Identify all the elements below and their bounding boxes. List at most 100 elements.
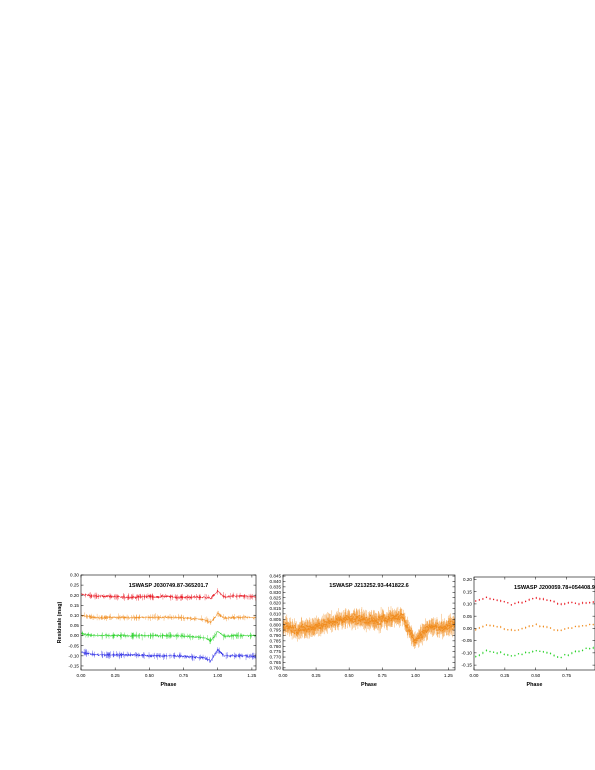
data-point [292, 625, 294, 627]
data-point [557, 603, 559, 605]
data-point [306, 629, 308, 631]
data-point [394, 616, 396, 618]
data-point [432, 625, 434, 627]
data-point [378, 617, 381, 619]
data-point [363, 622, 366, 624]
data-point [296, 631, 298, 633]
data-point [292, 626, 294, 628]
data-point [343, 618, 345, 620]
data-point [532, 650, 534, 653]
data-point [521, 628, 523, 630]
data-point [352, 618, 354, 620]
data-point [449, 621, 452, 623]
data-point [475, 629, 477, 631]
y-tick-label: 0.15 [70, 603, 79, 608]
data-point [303, 629, 305, 631]
data-point [361, 618, 364, 620]
x-tick-label: 0.00 [470, 673, 479, 678]
chart-panel-1: 0.00 0.25 0.50 0.75 1.00 1.25 -0.15 -0.10 -0.05 0… [57, 573, 257, 688]
data-point [384, 617, 386, 619]
data-point [553, 629, 555, 631]
y-axis-label: Residuals (mag) [57, 601, 63, 643]
data-point [418, 636, 420, 639]
data-point [560, 603, 562, 605]
data-point [409, 634, 411, 636]
data-point [410, 632, 412, 635]
y-tick-label: 0.770 [270, 655, 282, 660]
series-line [81, 630, 256, 643]
plot-area [475, 596, 594, 659]
data-point [293, 631, 295, 634]
data-point [478, 654, 480, 656]
data-point [377, 623, 379, 625]
data-point [475, 600, 477, 602]
data-point [398, 616, 400, 618]
y-tick-label: -0.15 [462, 663, 473, 668]
data-point [564, 628, 566, 630]
data-point [330, 625, 333, 627]
data-point [368, 622, 370, 624]
data-point [300, 629, 302, 631]
data-point [325, 621, 328, 623]
data-point [289, 625, 291, 628]
data-point [319, 626, 321, 629]
data-point [396, 615, 398, 617]
data-point [420, 636, 422, 638]
data-point [381, 620, 383, 623]
data-point [335, 620, 337, 622]
data-point [564, 603, 566, 605]
data-point [394, 617, 396, 619]
data-point [546, 626, 548, 628]
data-point [389, 620, 391, 622]
data-point [357, 616, 359, 618]
data-point [303, 629, 305, 631]
data-point [397, 617, 399, 619]
data-point [549, 600, 552, 602]
series-line [81, 648, 256, 663]
data-point [369, 622, 371, 624]
data-point [448, 625, 451, 627]
data-point [290, 630, 292, 632]
data-point [399, 617, 402, 619]
data-point [309, 630, 311, 632]
data-point [367, 623, 369, 625]
data-point [355, 618, 357, 620]
data-point [427, 629, 429, 631]
data-point [589, 602, 591, 604]
data-point [314, 625, 316, 627]
data-point [399, 615, 401, 617]
data-point [387, 619, 389, 621]
data-point [514, 654, 516, 657]
data-point [319, 624, 321, 626]
data-point [439, 626, 441, 628]
data-point [416, 639, 418, 642]
data-point [295, 631, 297, 634]
data-point [286, 624, 288, 626]
data-point [376, 621, 378, 623]
data-point [329, 620, 331, 622]
data-point [574, 602, 577, 604]
data-point [374, 619, 377, 621]
series-2 [475, 623, 594, 632]
data-point [352, 616, 354, 618]
y-tick-label: 0.845 [270, 574, 282, 579]
data-point [553, 600, 555, 603]
data-point [393, 615, 395, 617]
data-point [409, 629, 411, 632]
data-point [288, 625, 290, 627]
data-point [313, 627, 316, 629]
data-point [341, 621, 343, 624]
data-point [420, 634, 422, 636]
data-point [351, 619, 353, 621]
axes-frame [80, 574, 257, 671]
data-point [426, 630, 428, 632]
series-4 [81, 647, 256, 663]
data-point [414, 639, 417, 641]
x-tick-label: 1.00 [213, 673, 222, 678]
data-point [381, 618, 383, 620]
data-point [311, 628, 313, 630]
data-point [539, 598, 541, 600]
data-point [425, 631, 427, 634]
data-point [363, 617, 365, 619]
data-point [432, 626, 434, 628]
